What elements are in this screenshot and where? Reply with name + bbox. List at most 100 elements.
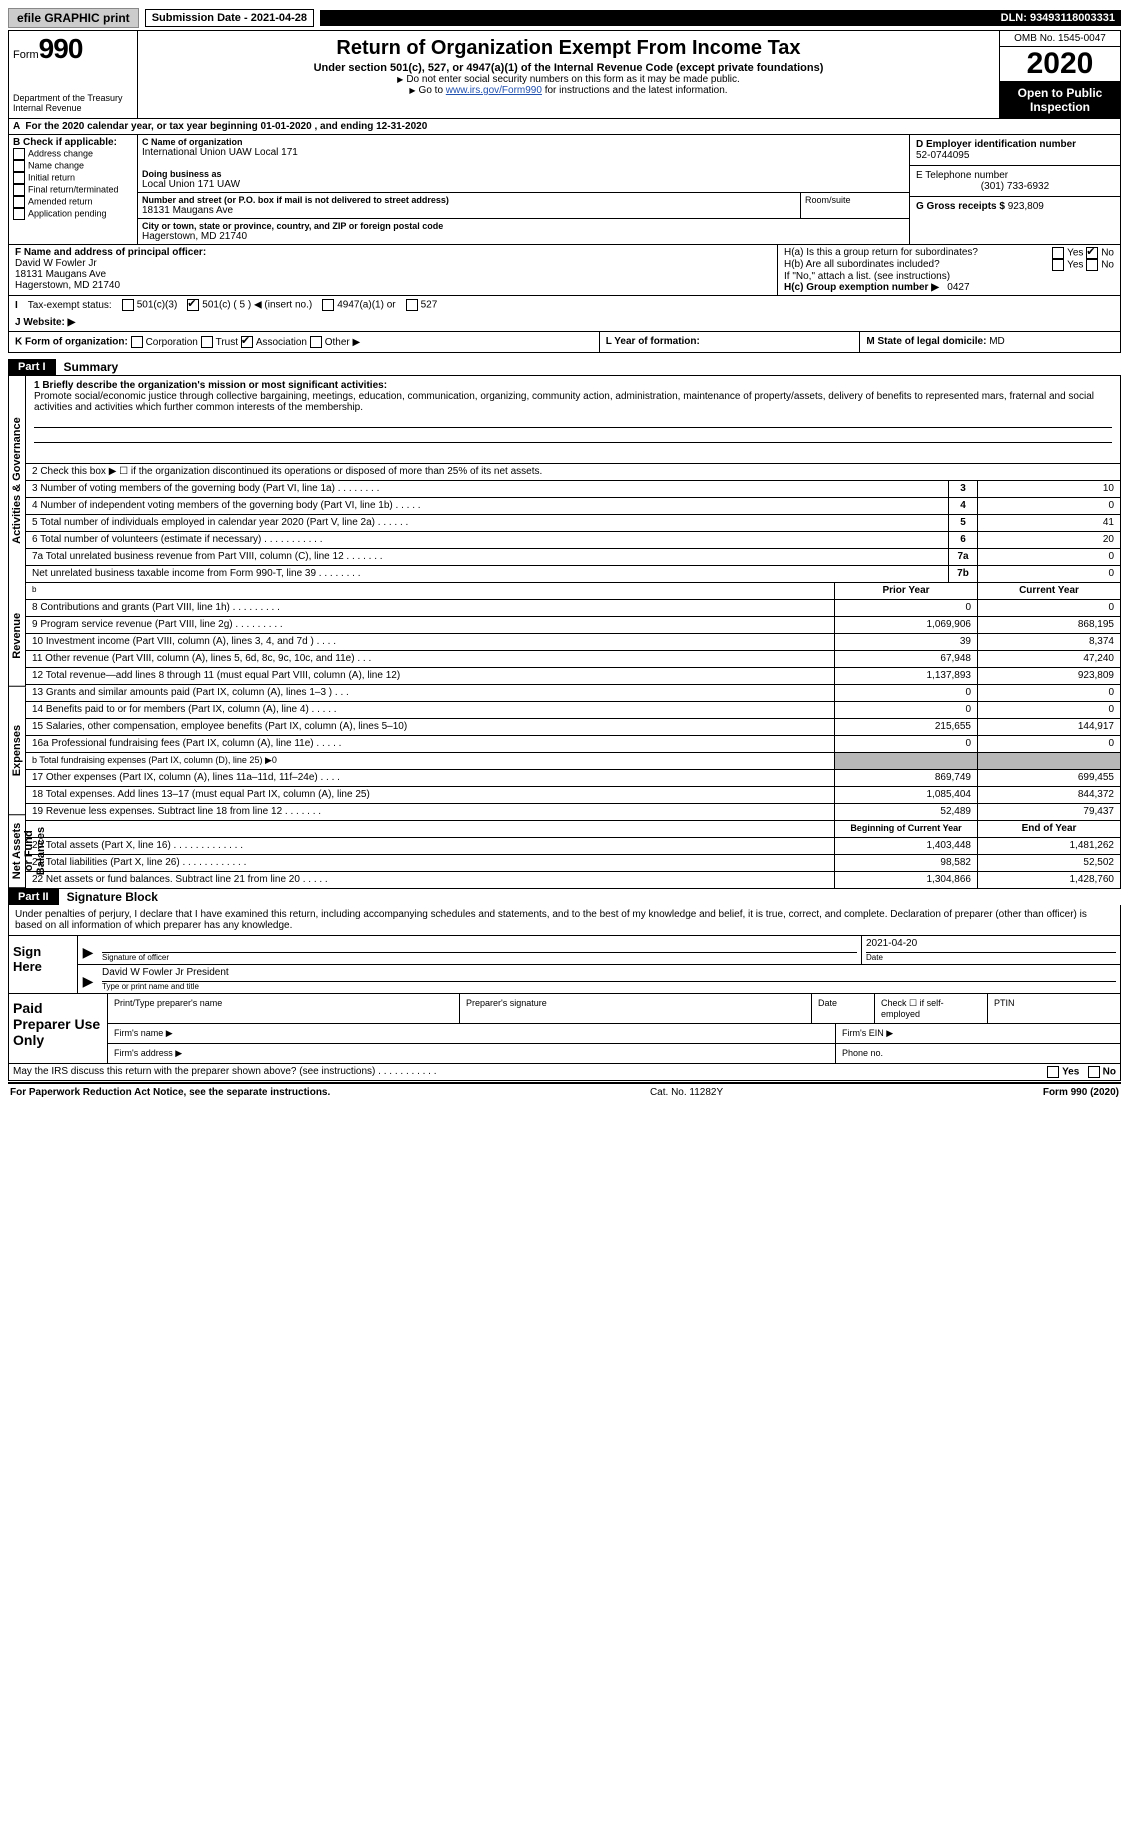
cb-addr-change[interactable]: Address change xyxy=(13,148,133,160)
cb-trust[interactable]: Trust xyxy=(201,337,238,348)
info-grid: B Check if applicable: Address change Na… xyxy=(8,135,1121,245)
prep-name-label: Print/Type preparer's name xyxy=(108,994,460,1023)
ptin-label: PTIN xyxy=(988,994,1120,1023)
form-num: 990 xyxy=(39,33,83,64)
tel-value: (301) 733-6932 xyxy=(916,181,1114,192)
cb-final-return[interactable]: Final return/terminated xyxy=(13,184,133,196)
hc-value: 0427 xyxy=(947,282,969,293)
l-label: L Year of formation: xyxy=(606,336,700,347)
sig-date: 2021-04-20 xyxy=(866,938,1116,953)
discuss-no[interactable] xyxy=(1088,1066,1100,1078)
line-13: 13 Grants and similar amounts paid (Part… xyxy=(26,685,1120,702)
prep-sig-label: Preparer's signature xyxy=(460,994,812,1023)
rev-hdr: bPrior YearCurrent Year xyxy=(26,583,1120,600)
line-22: 22 Net assets or fund balances. Subtract… xyxy=(26,872,1120,888)
prep-row-1: Print/Type preparer's name Preparer's si… xyxy=(108,994,1120,1024)
officer-name: David W Fowler Jr xyxy=(15,258,97,269)
sig-arrow-2: ▶ xyxy=(78,965,98,993)
cb-501c[interactable]: 501(c) ( 5 ) ◀ (insert no.) xyxy=(187,299,312,311)
cb-app-pending[interactable]: Application pending xyxy=(13,208,133,220)
discuss-text: May the IRS discuss this return with the… xyxy=(13,1066,437,1078)
summary-wrap: Activities & Governance Revenue Expenses… xyxy=(8,375,1121,889)
prep-row-2: Firm's name ▶ Firm's EIN ▶ xyxy=(108,1024,1120,1044)
efile-print-btn[interactable]: efile GRAPHIC print xyxy=(8,8,139,28)
discuss-yes[interactable] xyxy=(1047,1066,1059,1078)
pra-notice: For Paperwork Reduction Act Notice, see … xyxy=(10,1087,330,1098)
signature-block: Under penalties of perjury, I declare th… xyxy=(8,905,1121,1081)
city-label: City or town, state or province, country… xyxy=(142,221,905,231)
goto-prefix: Go to xyxy=(409,85,445,96)
addr-label: Number and street (or P.O. box if mail i… xyxy=(142,195,796,205)
side-revenue: Revenue xyxy=(9,586,26,687)
part2-title: Signature Block xyxy=(59,890,158,904)
dba-name: Local Union 171 UAW xyxy=(142,179,905,190)
cb-name-change[interactable]: Name change xyxy=(13,160,133,172)
part2-tab: Part II xyxy=(8,889,59,905)
paid-preparer: Paid Preparer Use Only Print/Type prepar… xyxy=(9,993,1120,1063)
col-d: D Employer identification number 52-0744… xyxy=(910,135,1120,244)
open-to-public: Open to Public Inspection xyxy=(1000,82,1120,118)
sign-here-row: Sign Here ▶ Signature of officer 2021-04… xyxy=(9,936,1120,993)
form-word: Form xyxy=(13,49,39,61)
line-14: 14 Benefits paid to or for members (Part… xyxy=(26,702,1120,719)
cb-527[interactable]: 527 xyxy=(406,299,438,311)
part1-tab: Part I xyxy=(8,359,56,375)
line-18: 18 Total expenses. Add lines 13–17 (must… xyxy=(26,787,1120,804)
goto-suffix: for instructions and the latest informat… xyxy=(542,85,728,96)
mission-text: Promote social/economic justice through … xyxy=(34,391,1094,413)
line-8: 8 Contributions and grants (Part VIII, l… xyxy=(26,600,1120,617)
row-j: J Website: ▶ xyxy=(8,314,1121,332)
part1-title: Summary xyxy=(56,360,119,374)
sub-date-value: 2021-04-28 xyxy=(251,12,307,24)
header-right: OMB No. 1545-0047 2020 Open to Public In… xyxy=(1000,31,1120,118)
part2-header: Part II Signature Block xyxy=(8,889,1121,905)
cb-assoc[interactable]: Association xyxy=(241,337,307,348)
cb-corp[interactable]: Corporation xyxy=(131,337,198,348)
sig-intro: Under penalties of perjury, I declare th… xyxy=(9,905,1120,936)
irs-link[interactable]: www.irs.gov/Form990 xyxy=(446,85,542,96)
form-title: Return of Organization Exempt From Incom… xyxy=(142,37,995,60)
ein-cell: D Employer identification number 52-0744… xyxy=(910,135,1120,166)
sig-arrow-1: ▶ xyxy=(78,936,98,964)
tax-year: 2020 xyxy=(1000,47,1120,82)
cb-501c3[interactable]: 501(c)(3) xyxy=(122,299,178,311)
submission-date: Submission Date - 2021-04-28 xyxy=(145,9,314,27)
mission-block: 1 Briefly describe the organization's mi… xyxy=(26,376,1120,464)
ha-no[interactable] xyxy=(1086,247,1098,259)
col-b: B Check if applicable: Address change Na… xyxy=(9,135,138,244)
prep-check-label: Check ☐ if self-employed xyxy=(875,994,988,1023)
h-note: If "No," attach a list. (see instruction… xyxy=(784,271,1114,282)
cb-amended[interactable]: Amended return xyxy=(13,196,133,208)
hc-label: H(c) Group exemption number ▶ xyxy=(784,282,939,293)
firm-addr-label: Firm's address ▶ xyxy=(108,1044,836,1063)
phone-label: Phone no. xyxy=(836,1044,1120,1063)
line-20: 20 Total assets (Part X, line 16) . . . … xyxy=(26,838,1120,855)
cb-4947[interactable]: 4947(a)(1) or xyxy=(322,299,395,311)
ha-yes[interactable] xyxy=(1052,247,1064,259)
cb-other[interactable]: Other ▶ xyxy=(310,337,360,348)
line-7b: Net unrelated business taxable income fr… xyxy=(26,566,1120,583)
m-block: M State of legal domicile: MD xyxy=(860,332,1120,352)
subtitle-2: Do not enter social security numbers on … xyxy=(142,74,995,85)
footer-final: For Paperwork Reduction Act Notice, see … xyxy=(8,1082,1121,1101)
line-19: 19 Revenue less expenses. Subtract line … xyxy=(26,804,1120,821)
sig-officer-label: Signature of officer xyxy=(102,953,857,962)
row-fh: F Name and address of principal officer:… xyxy=(8,245,1121,296)
summary-body: 1 Briefly describe the organization's mi… xyxy=(26,376,1120,888)
ein-label: D Employer identification number xyxy=(916,139,1114,150)
form-header: Form990 Department of the Treasury Inter… xyxy=(8,30,1121,119)
prep-date-label: Date xyxy=(812,994,875,1023)
row-i: I Tax-exempt status: 501(c)(3) 501(c) ( … xyxy=(8,296,1121,314)
website-label: J Website: ▶ xyxy=(15,317,75,328)
line-16a: 16a Professional fundraising fees (Part … xyxy=(26,736,1120,753)
discuss-row: May the IRS discuss this return with the… xyxy=(9,1063,1120,1080)
col-c: C Name of organization International Uni… xyxy=(138,135,910,244)
cb-initial-return[interactable]: Initial return xyxy=(13,172,133,184)
hb-yes[interactable] xyxy=(1052,259,1064,271)
officer-name-title: David W Fowler Jr President xyxy=(102,967,1116,982)
hb-no[interactable] xyxy=(1086,259,1098,271)
tax-year-text: For the 2020 calendar year, or tax year … xyxy=(25,121,427,132)
form-number: Form990 xyxy=(13,33,133,65)
firm-ein-label: Firm's EIN ▶ xyxy=(836,1024,1120,1043)
net-hdr: Beginning of Current YearEnd of Year xyxy=(26,821,1120,838)
